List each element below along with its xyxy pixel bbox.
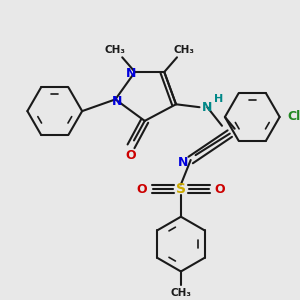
Text: CH₃: CH₃ [170,288,191,298]
Text: N: N [178,156,188,170]
Text: O: O [136,183,147,196]
Text: N: N [112,95,122,108]
Text: S: S [176,182,186,196]
Text: CH₃: CH₃ [105,44,126,55]
Text: CH₃: CH₃ [173,44,194,55]
Text: O: O [126,148,136,162]
Text: O: O [215,183,225,196]
Text: N: N [126,68,136,80]
Text: H: H [214,94,224,104]
Text: Cl: Cl [288,110,300,124]
Text: N: N [202,101,212,114]
